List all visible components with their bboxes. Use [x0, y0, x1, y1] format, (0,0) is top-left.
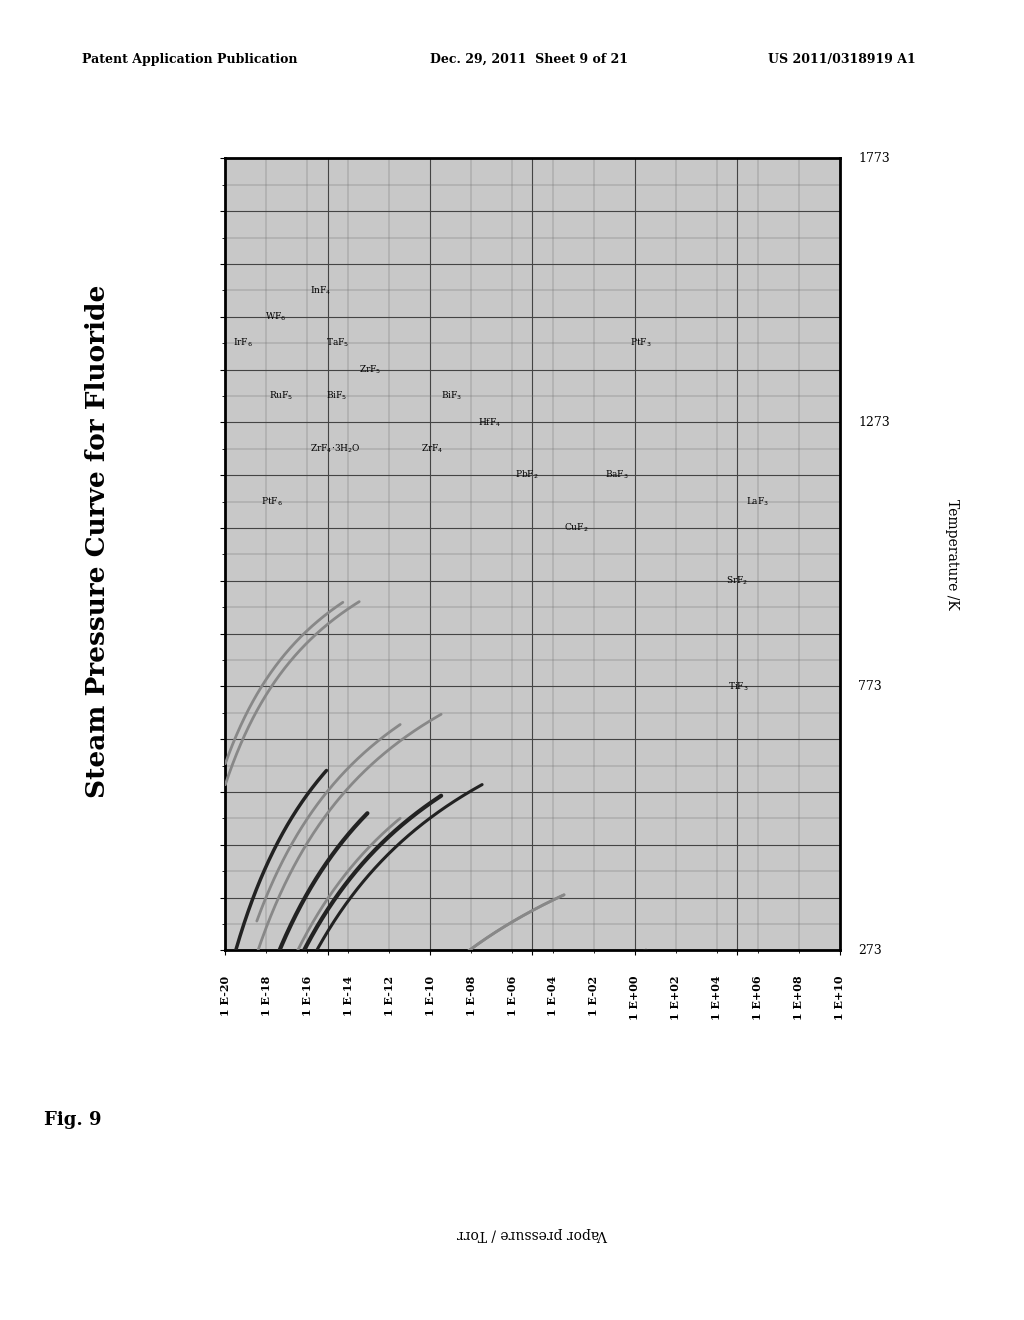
Text: Temperature /K: Temperature /K	[945, 499, 959, 610]
Text: 1 E-08: 1 E-08	[466, 975, 476, 1015]
Text: BaF$_3$: BaF$_3$	[605, 469, 629, 482]
Text: Fig. 9: Fig. 9	[44, 1110, 101, 1129]
Text: PbF$_2$: PbF$_2$	[515, 469, 539, 482]
Text: 1 E-20: 1 E-20	[220, 975, 230, 1015]
Text: 1 E+00: 1 E+00	[630, 975, 640, 1020]
Text: 1 E+04: 1 E+04	[712, 975, 722, 1020]
Text: LaF$_3$: LaF$_3$	[745, 495, 769, 508]
Text: Dec. 29, 2011  Sheet 9 of 21: Dec. 29, 2011 Sheet 9 of 21	[430, 53, 628, 66]
Text: 1 E+02: 1 E+02	[671, 975, 681, 1020]
Text: 1273: 1273	[858, 416, 890, 429]
Text: TaF$_5$: TaF$_5$	[327, 337, 349, 350]
Text: TiF$_3$: TiF$_3$	[728, 680, 749, 693]
Text: 273: 273	[858, 944, 882, 957]
Text: IrF$_6$: IrF$_6$	[232, 337, 253, 350]
Text: 1 E-16: 1 E-16	[302, 975, 312, 1015]
Text: ZrF$_5$: ZrF$_5$	[359, 363, 382, 376]
Text: SrF$_2$: SrF$_2$	[726, 574, 749, 587]
Text: 1 E-04: 1 E-04	[548, 975, 558, 1015]
Text: US 2011/0318919 A1: US 2011/0318919 A1	[768, 53, 915, 66]
Text: 1773: 1773	[858, 152, 890, 165]
Text: 1 E-06: 1 E-06	[507, 975, 517, 1015]
Text: ZrF$_4$·3H$_2$O: ZrF$_4$·3H$_2$O	[310, 442, 360, 455]
Text: PtF$_3$: PtF$_3$	[630, 337, 651, 350]
Text: Steam Pressure Curve for Fluoride: Steam Pressure Curve for Fluoride	[85, 285, 110, 797]
Text: WF$_6$: WF$_6$	[265, 310, 287, 323]
Text: PtF$_6$: PtF$_6$	[261, 495, 283, 508]
Text: HfF$_4$: HfF$_4$	[478, 416, 501, 429]
Text: 1 E-10: 1 E-10	[425, 975, 435, 1015]
Text: Vapor pressure / Torr: Vapor pressure / Torr	[457, 1228, 608, 1241]
Text: Patent Application Publication: Patent Application Publication	[82, 53, 297, 66]
Text: BiF$_3$: BiF$_3$	[441, 389, 463, 403]
Text: CuF$_2$: CuF$_2$	[564, 521, 589, 535]
Text: 1 E-02: 1 E-02	[589, 975, 599, 1015]
Text: 1 E-12: 1 E-12	[384, 975, 394, 1015]
Text: RuF$_5$: RuF$_5$	[269, 389, 294, 403]
Text: BiF$_5$: BiF$_5$	[327, 389, 348, 403]
Text: 1 E-14: 1 E-14	[343, 975, 353, 1015]
Text: 1 E+06: 1 E+06	[753, 975, 763, 1020]
Text: InF$_4$: InF$_4$	[310, 284, 332, 297]
Text: 1 E+10: 1 E+10	[835, 975, 845, 1020]
Text: 773: 773	[858, 680, 882, 693]
Text: 1 E-18: 1 E-18	[261, 975, 271, 1015]
Text: 1 E+08: 1 E+08	[794, 975, 804, 1020]
Text: ZrF$_4$: ZrF$_4$	[421, 442, 443, 455]
